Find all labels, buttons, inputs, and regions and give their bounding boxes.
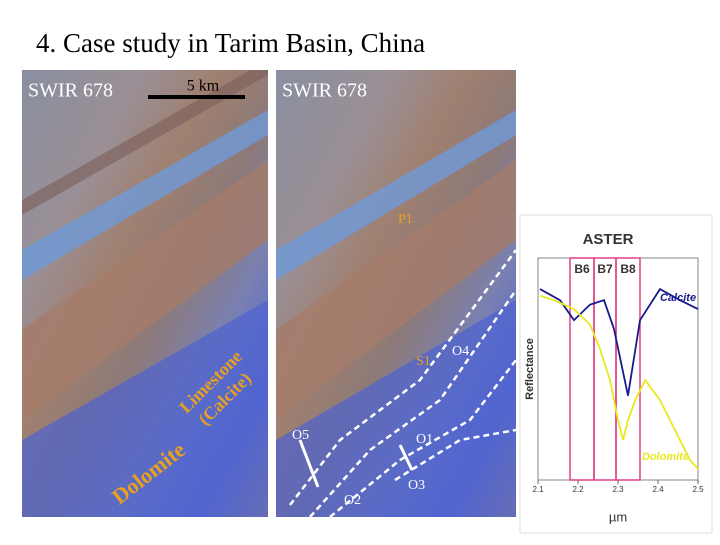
image-label: SWIR 678	[28, 80, 113, 102]
annotation: S1	[416, 354, 431, 369]
x-tick-label: 2.1	[532, 485, 544, 494]
band-label: B7	[597, 262, 613, 276]
legend-label: Calcite	[660, 292, 696, 304]
x-tick-label: 2.3	[612, 485, 624, 494]
annotation: O2	[344, 493, 361, 508]
right-image	[276, 70, 516, 517]
annotation: O3	[408, 478, 425, 493]
annotation: O5	[292, 428, 309, 443]
chart-title: ASTER	[583, 231, 634, 248]
x-tick-label: 2.4	[652, 485, 664, 494]
annotation: O4	[452, 344, 469, 359]
band-label: B8	[620, 262, 636, 276]
x-axis-label: µm	[609, 509, 627, 524]
slide-title: 4. Case study in Tarim Basin, China	[36, 28, 425, 58]
band-label: B6	[574, 262, 590, 276]
x-tick-label: 2.2	[572, 485, 584, 494]
legend-label: Dolomite	[642, 451, 689, 463]
series-line	[539, 294, 699, 470]
annotation: O1	[416, 432, 433, 447]
y-axis-label: Reflectance	[524, 338, 536, 400]
band	[615, 257, 641, 481]
image-label: SWIR 678	[282, 80, 367, 102]
spectrum-chart: ASTER B6 B7 B8 2.1 2.2 2.3 2.4 2.5 µm Reflectance C…	[519, 214, 713, 534]
left-image	[22, 70, 268, 517]
annotation: P1	[398, 212, 413, 227]
series-line	[539, 287, 699, 396]
x-tick-label: 2.5	[692, 485, 704, 494]
scale-label: 5 km	[187, 78, 220, 95]
